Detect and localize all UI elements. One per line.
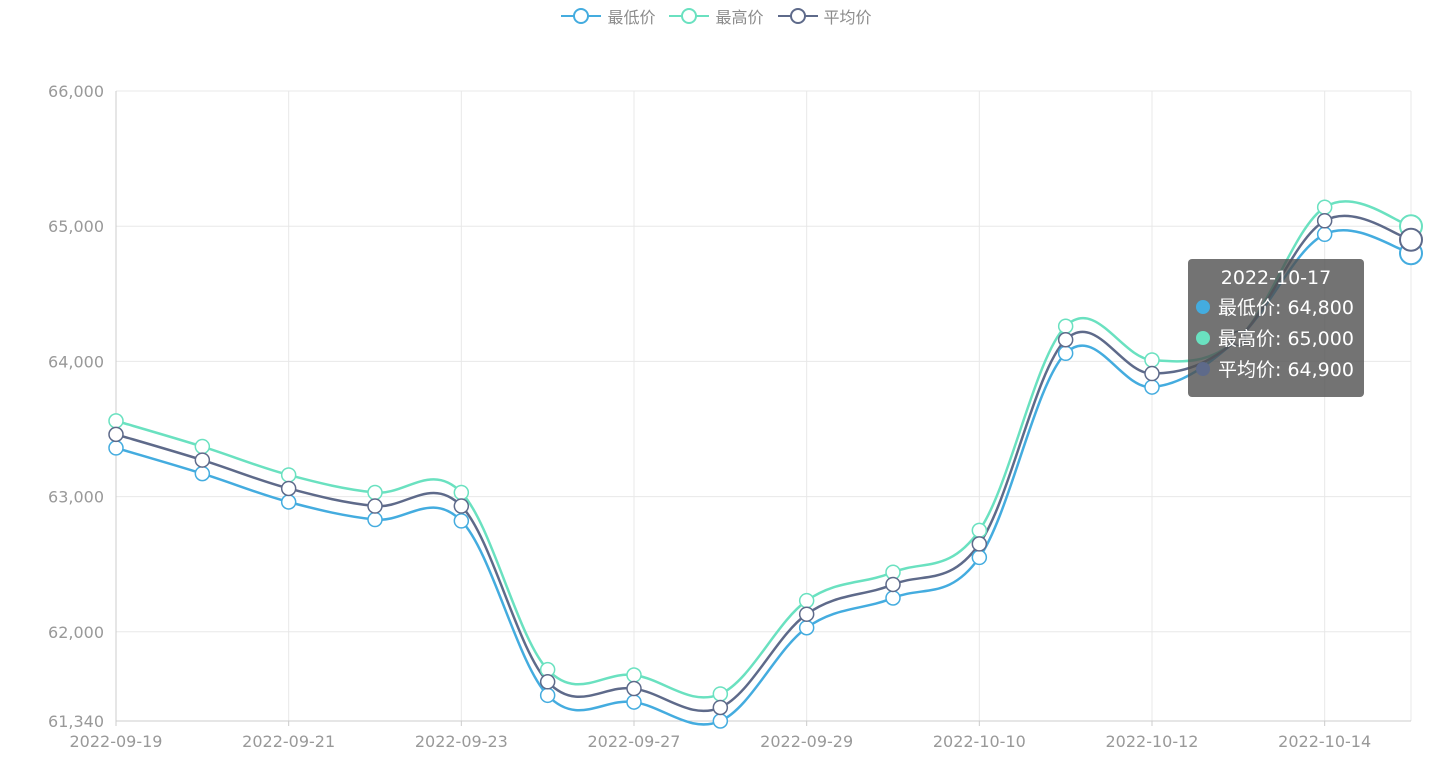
y-tick-label: 66,000 — [48, 82, 104, 101]
data-point[interactable] — [453, 498, 470, 514]
data-point[interactable] — [885, 590, 901, 606]
data-point[interactable] — [1144, 352, 1160, 368]
tooltip-row-label: 平均价: 64,900 — [1218, 359, 1354, 381]
data-point[interactable] — [712, 713, 729, 729]
data-point[interactable] — [367, 484, 383, 501]
data-point[interactable] — [280, 480, 297, 497]
x-tick-label: 2022-10-10 — [933, 732, 1026, 751]
data-point[interactable] — [539, 687, 556, 704]
data-point[interactable] — [626, 667, 642, 683]
data-point[interactable] — [626, 680, 642, 697]
data-point[interactable] — [1057, 332, 1074, 348]
data-point[interactable] — [1144, 379, 1160, 395]
data-point[interactable] — [194, 438, 211, 455]
tooltip-date: 2022-10-17 — [1220, 267, 1332, 289]
legend-label: 平均价 — [823, 8, 872, 27]
data-point[interactable] — [539, 674, 556, 690]
series-dot-icon — [1196, 361, 1210, 376]
data-point[interactable] — [971, 536, 988, 552]
data-point[interactable] — [798, 606, 815, 622]
tooltip-row-label: 最低价: 64,800 — [1218, 297, 1354, 319]
data-point[interactable] — [1144, 365, 1160, 382]
y-tick-label: 63,000 — [48, 488, 104, 507]
data-point[interactable] — [798, 619, 815, 636]
marker-layer — [108, 199, 1423, 729]
data-point[interactable] — [194, 465, 211, 482]
y-tick-label: 64,000 — [48, 352, 104, 371]
data-point[interactable] — [971, 549, 988, 566]
data-point[interactable] — [367, 498, 383, 514]
data-point[interactable] — [1316, 213, 1333, 229]
x-tick-label: 2022-10-14 — [1278, 732, 1371, 751]
series-dot-icon — [1196, 299, 1210, 314]
x-tick-label: 2022-10-12 — [1106, 732, 1199, 751]
data-point[interactable] — [453, 484, 470, 501]
data-point[interactable] — [108, 440, 124, 456]
data-point[interactable] — [1316, 199, 1333, 216]
x-tick-label: 2022-09-29 — [760, 732, 853, 751]
tooltip-rows: 最低价: 64,800 最高价: 65,000 平均价: 64,900 — [1196, 291, 1364, 384]
data-point[interactable] — [280, 467, 297, 483]
series-dot-icon — [1196, 330, 1210, 345]
data-point[interactable] — [798, 592, 815, 609]
y-tick-label: 62,000 — [48, 623, 104, 642]
data-point[interactable] — [1399, 227, 1423, 252]
grid-layer — [115, 90, 1412, 721]
data-point[interactable] — [367, 511, 383, 528]
data-point[interactable] — [971, 522, 988, 539]
x-tick-label: 2022-09-19 — [70, 732, 163, 751]
x-tick-label: 2022-09-21 — [242, 732, 335, 751]
legend-label: 最低价 — [607, 8, 656, 27]
data-point[interactable] — [885, 576, 901, 593]
data-point[interactable] — [626, 694, 642, 710]
data-point[interactable] — [280, 494, 297, 510]
data-point[interactable] — [108, 426, 124, 443]
y-tick-label: 65,000 — [48, 217, 104, 236]
axes-layer: 61,340 62,000 63,000 64,000 65,000 66,000 2022… — [48, 82, 1411, 751]
legend-label: 最高价 — [715, 8, 764, 27]
x-tick-label: 2022-09-23 — [415, 732, 508, 751]
data-point[interactable] — [712, 699, 729, 716]
tooltip-row: 最低价: 64,800 — [1196, 291, 1364, 322]
y-tick-label: 61,340 — [48, 712, 104, 731]
data-point[interactable] — [1316, 226, 1333, 243]
legend-item[interactable]: 平均价 — [777, 4, 872, 28]
data-point[interactable] — [1057, 345, 1074, 362]
legend-line-circle-icon — [561, 8, 602, 24]
data-point[interactable] — [194, 452, 211, 468]
data-point[interactable] — [108, 413, 124, 429]
data-point[interactable] — [1057, 318, 1074, 334]
tooltip: 2022-10-17 最低价: 64,800 最高价: 65,000 平均价: 64… — [1188, 259, 1364, 397]
data-point[interactable] — [712, 686, 729, 702]
tooltip-row: 平均价: 64,900 — [1196, 353, 1364, 384]
x-tick-label: 2022-09-27 — [588, 732, 681, 751]
legend-line-circle-icon — [777, 8, 818, 24]
chart-legend: 最低价 最高价 平均价 — [0, 4, 1433, 28]
legend-item[interactable]: 最高价 — [669, 4, 764, 28]
tooltip-row-label: 最高价: 65,000 — [1218, 328, 1354, 350]
data-point[interactable] — [453, 513, 470, 529]
legend-line-circle-icon — [669, 8, 710, 24]
legend-item[interactable]: 最低价 — [561, 4, 655, 28]
tooltip-row: 最高价: 65,000 — [1196, 322, 1364, 353]
